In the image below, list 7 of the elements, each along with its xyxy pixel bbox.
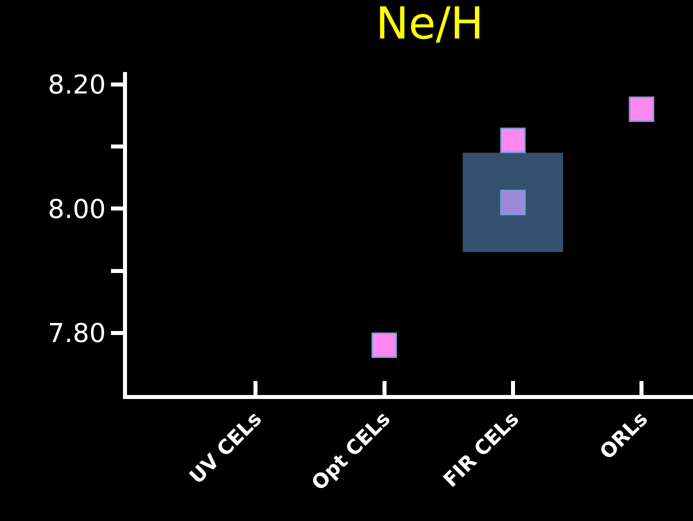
y-tick-label: 8.20 bbox=[48, 70, 106, 101]
point bbox=[628, 96, 654, 122]
point bbox=[500, 128, 526, 154]
y-tick-label: 7.80 bbox=[48, 318, 106, 349]
y-tick-label: 8.00 bbox=[48, 194, 106, 225]
point bbox=[372, 332, 398, 358]
chart-title: Ne/H bbox=[376, 0, 484, 50]
